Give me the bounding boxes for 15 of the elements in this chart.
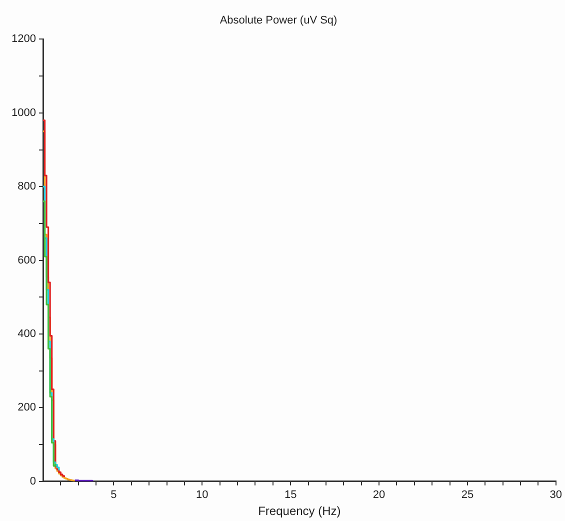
x-tick-label: 20: [372, 489, 386, 502]
y-tick-label: 400: [18, 328, 36, 340]
x-tick-label: 5: [110, 489, 117, 502]
x-tick-label: 10: [196, 489, 208, 502]
x-tick-label: 15: [284, 489, 297, 502]
y-tick-label: 0: [30, 475, 36, 488]
y-tick-label: 200: [18, 402, 36, 414]
y-tick-label: 600: [18, 254, 36, 266]
chart-title: Absolute Power (uV Sq): [220, 14, 338, 27]
y-tick-label: 1000: [12, 106, 36, 119]
x-axis-title: Frequency (Hz): [258, 504, 341, 518]
y-tick-label: 1200: [12, 33, 36, 46]
x-tick-label: 30: [550, 489, 562, 502]
y-tick-label: 800: [18, 180, 36, 193]
x-tick-label: 25: [461, 489, 474, 502]
